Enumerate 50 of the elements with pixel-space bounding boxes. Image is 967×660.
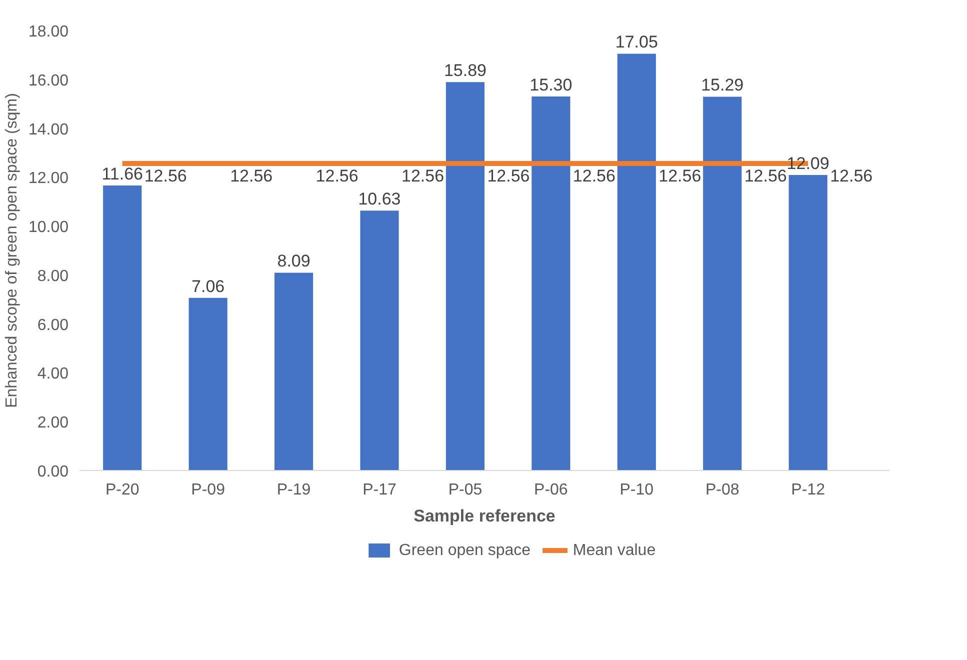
bar (103, 185, 142, 470)
x-tick-label: P-05 (448, 482, 482, 498)
data-label: 10.63 (358, 190, 401, 209)
data-label: 15.29 (701, 76, 744, 95)
y-axis-title: Enhanced scope of green open space (sqm) (3, 93, 20, 408)
data-label: 12.56 (487, 166, 530, 186)
bar (532, 96, 570, 470)
y-tick-label: 2.00 (37, 414, 69, 432)
y-tick-label: 0.00 (37, 464, 69, 480)
bar (617, 54, 656, 470)
data-label: 12.56 (230, 166, 273, 186)
x-axis-title: Sample reference (414, 506, 556, 526)
x-tick-label: P-08 (705, 482, 740, 498)
data-label: 12.09 (786, 154, 830, 173)
x-tick-label: P-19 (276, 482, 311, 498)
data-label: 8.09 (277, 252, 310, 271)
bar (188, 298, 228, 470)
legend-label: Mean value (572, 542, 656, 559)
x-tick-label: P-20 (105, 482, 140, 498)
data-label: 15.30 (530, 76, 572, 94)
y-tick-label: 10.00 (28, 219, 69, 236)
x-tick-label: P-06 (534, 482, 568, 498)
bar (788, 174, 828, 470)
data-label: 12.56 (830, 166, 873, 186)
data-label: 12.56 (658, 166, 702, 186)
y-tick-label: 8.00 (37, 268, 69, 285)
data-label: 12.56 (316, 166, 358, 186)
data-label: 12.56 (572, 166, 616, 186)
bar (703, 96, 742, 470)
data-label: 11.66 (102, 164, 143, 184)
y-tick-label: 6.00 (37, 316, 69, 334)
x-tick-label: P-12 (791, 482, 826, 498)
y-tick-label: 14.00 (28, 121, 69, 138)
bar (274, 272, 314, 470)
y-tick-label: 18.00 (28, 24, 69, 40)
data-label: 7.06 (192, 276, 225, 296)
x-tick-label: P-17 (362, 482, 396, 498)
data-label: 12.56 (144, 166, 187, 186)
bar (360, 210, 399, 470)
x-tick-label: P-09 (191, 482, 226, 498)
data-label: 15.89 (444, 61, 486, 80)
y-tick-label: 12.00 (28, 170, 69, 188)
y-tick-label: 16.00 (28, 72, 69, 90)
data-label: 12.56 (402, 166, 444, 186)
x-tick-label: P-10 (620, 482, 654, 498)
bar (446, 82, 484, 470)
data-label: 12.56 (744, 166, 787, 186)
legend-label: Green open space (398, 542, 531, 559)
y-tick-label: 4.00 (37, 366, 69, 383)
data-label: 17.05 (615, 32, 658, 52)
